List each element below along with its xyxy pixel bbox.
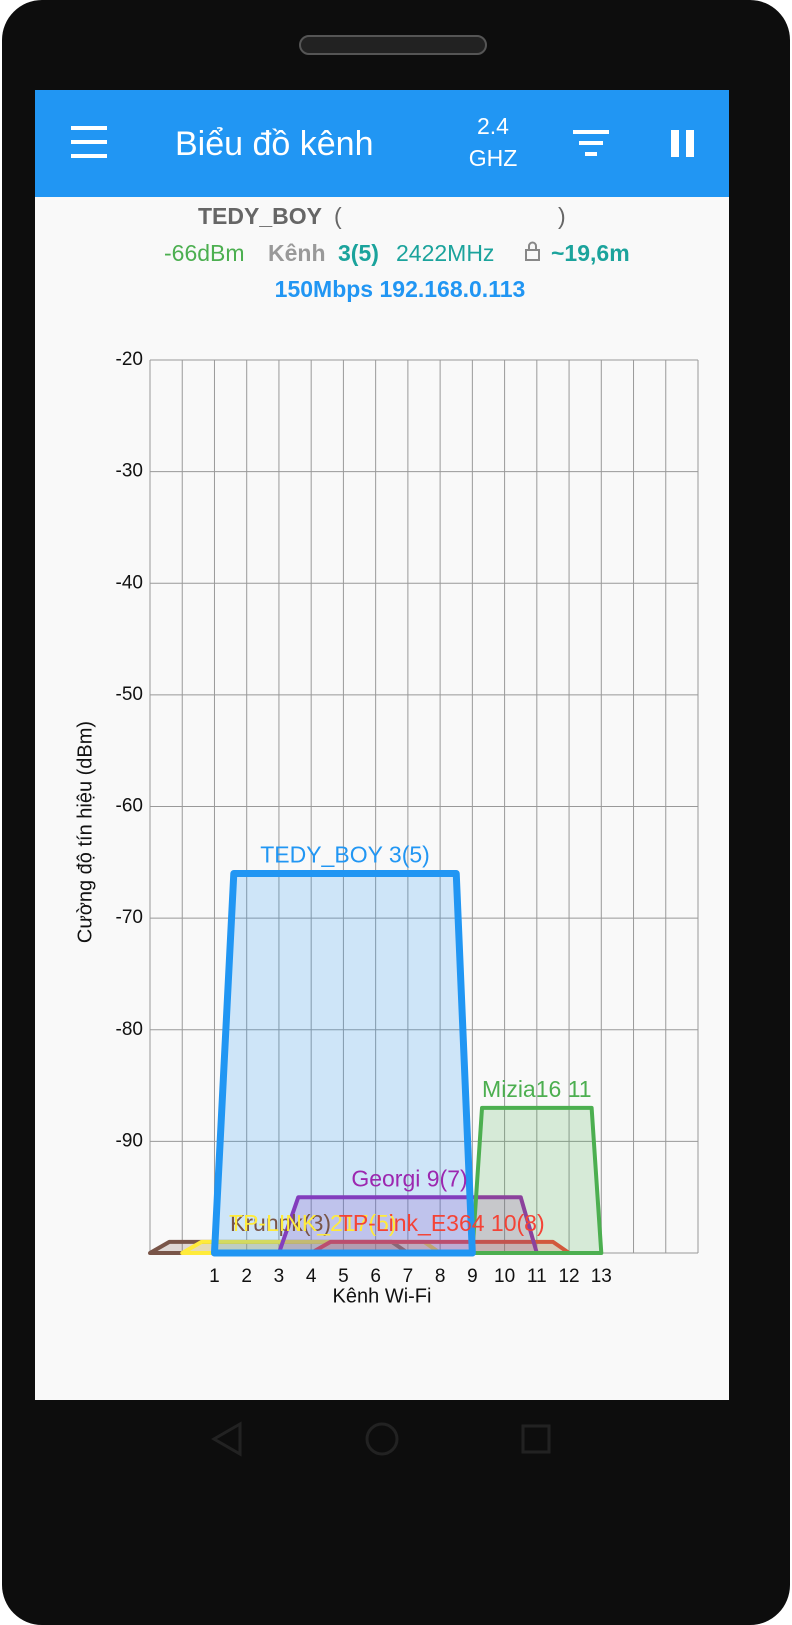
recents-button[interactable] [521,1424,551,1454]
y-tick-label: -30 [116,461,143,482]
x-tick-label: 8 [435,1266,446,1287]
band: 2.4 [477,113,509,139]
x-axis-label: Kênh Wi-Fi [333,1285,432,1307]
app-title: Biểu đồ kênh [175,125,374,163]
filter-button[interactable] [573,130,609,156]
frequency: 2422MHz [396,240,494,266]
menu-button[interactable] [71,126,107,158]
channel-label: Kênh [268,240,326,266]
x-tick-label: 2 [241,1266,252,1287]
band-unit: GHZ [469,145,518,171]
channel: 3(5) [338,240,379,266]
x-tick-label: 6 [370,1266,381,1287]
channel-chart: 1 2 3 4 5 6 7 8 9 10 11 12 13-20-30-40-50-60-70-80-9… [116,349,699,1287]
channel-label: Georgi 9(7) [351,1165,467,1191]
y-axis-label: Cường độ tín hiệu (dBm) [74,721,96,943]
band-button[interactable]: 2.4 GHZ [469,113,518,171]
y-tick-label: -50 [116,684,143,705]
x-tick-label: 11 [527,1266,547,1287]
x-tick-label: 10 [494,1266,515,1287]
app-bar [35,90,729,197]
channel-label: TP-Link_E364 10(8) [339,1210,545,1236]
distance: ~19,6m [551,240,630,266]
back-button[interactable] [210,1421,242,1457]
signal: -66dBm [164,240,245,266]
channel-label: Krunpk(3) [230,1210,331,1236]
channel-label: Mizia16 11 [482,1076,592,1102]
x-tick-label: 5 [338,1266,349,1287]
x-tick-label: 7 [403,1266,414,1287]
speed-ip: 150Mbps 192.168.0.113 [275,276,526,302]
y-tick-label: -80 [116,1019,143,1040]
channel-label: TP-LINK_217(5) [229,1210,396,1236]
y-tick-label: -20 [116,349,143,370]
x-tick-label: 9 [467,1266,478,1287]
screen [35,90,729,1400]
lock-icon [525,241,540,261]
y-tick-label: -60 [116,796,143,817]
x-tick-label: 4 [306,1266,317,1287]
y-tick-label: -40 [116,572,143,593]
x-tick-label: 3 [274,1266,285,1287]
channel-area [470,1105,604,1255]
y-tick-label: -70 [116,907,143,928]
channel-label: TEDY_BOY 3(5) [260,842,430,868]
pause-button[interactable] [671,130,694,157]
x-tick-label: 13 [591,1266,612,1287]
paren: ) [558,203,566,229]
speaker [299,35,487,55]
nav-bar [210,1421,551,1457]
paren: ( [334,203,342,229]
x-tick-label: 1 [209,1266,220,1287]
ssid: TEDY_BOY [198,203,322,229]
channel-area [210,869,476,1257]
x-tick-label: 12 [558,1266,579,1287]
home-button[interactable] [365,1422,399,1456]
y-tick-label: -90 [116,1130,143,1151]
